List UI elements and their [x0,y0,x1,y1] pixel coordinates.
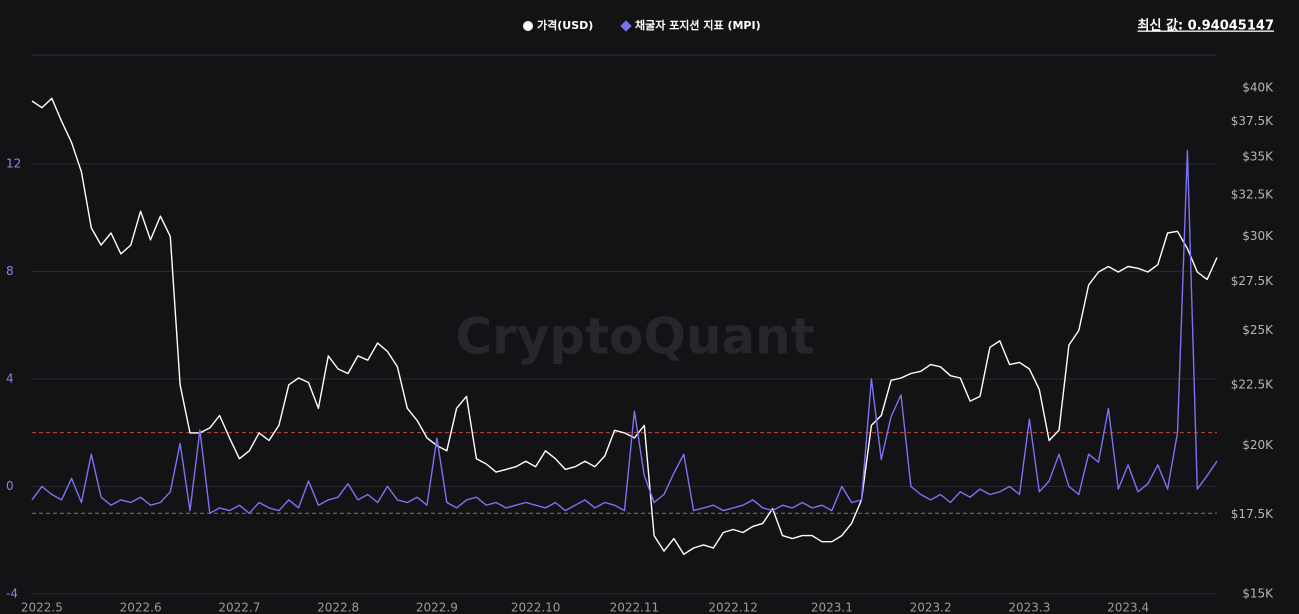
y2-tick-label: $27.5K [1231,274,1274,288]
x-tick-label: 2022.7 [218,601,260,614]
y2-tick-label: $30K [1242,229,1274,243]
x-tick-label: 2023.1 [811,601,853,614]
y-tick-label: 4 [6,371,14,385]
y-tick-label: 8 [6,264,14,278]
x-tick-label: 2022.12 [708,601,758,614]
series-line [31,149,1218,514]
legend-marker [523,21,533,31]
y2-tick-label: $37.5K [1231,114,1274,128]
y2-tick-label: $35K [1242,149,1274,163]
x-tick-label: 2023.4 [1107,601,1149,614]
x-tick-label: 2022.6 [120,601,162,614]
y2-tick-label: $40K [1242,80,1274,94]
watermark: CryptoQuant [455,308,814,366]
y2-tick-label: $15K [1242,587,1274,601]
y2-tick-label: $32.5K [1231,188,1274,202]
x-tick-label: 2022.11 [610,601,660,614]
x-tick-label: 2023.2 [910,601,952,614]
legend-label: 채굴자 포지션 지표 (MPI) [635,18,761,32]
y2-tick-label: $22.5K [1231,377,1274,391]
legend-marker [620,20,632,32]
x-tick-label: 2022.10 [511,601,561,614]
legend-label: 가격(USD) [537,18,593,32]
y2-tick-label: $17.5K [1231,507,1274,521]
y-tick-label: 0 [6,479,14,493]
latest-value: 최신 값: 0.94045147 [1138,18,1274,34]
series-line [31,97,1218,555]
y2-tick-label: $20K [1242,438,1274,452]
x-tick-label: 2022.5 [21,601,63,614]
y2-tick-label: $25K [1242,323,1274,337]
y-tick-label: -4 [6,586,18,600]
x-tick-label: 2022.8 [317,601,359,614]
y-tick-label: 12 [6,156,21,170]
x-tick-label: 2023.3 [1008,601,1050,614]
x-tick-label: 2022.9 [416,601,458,614]
